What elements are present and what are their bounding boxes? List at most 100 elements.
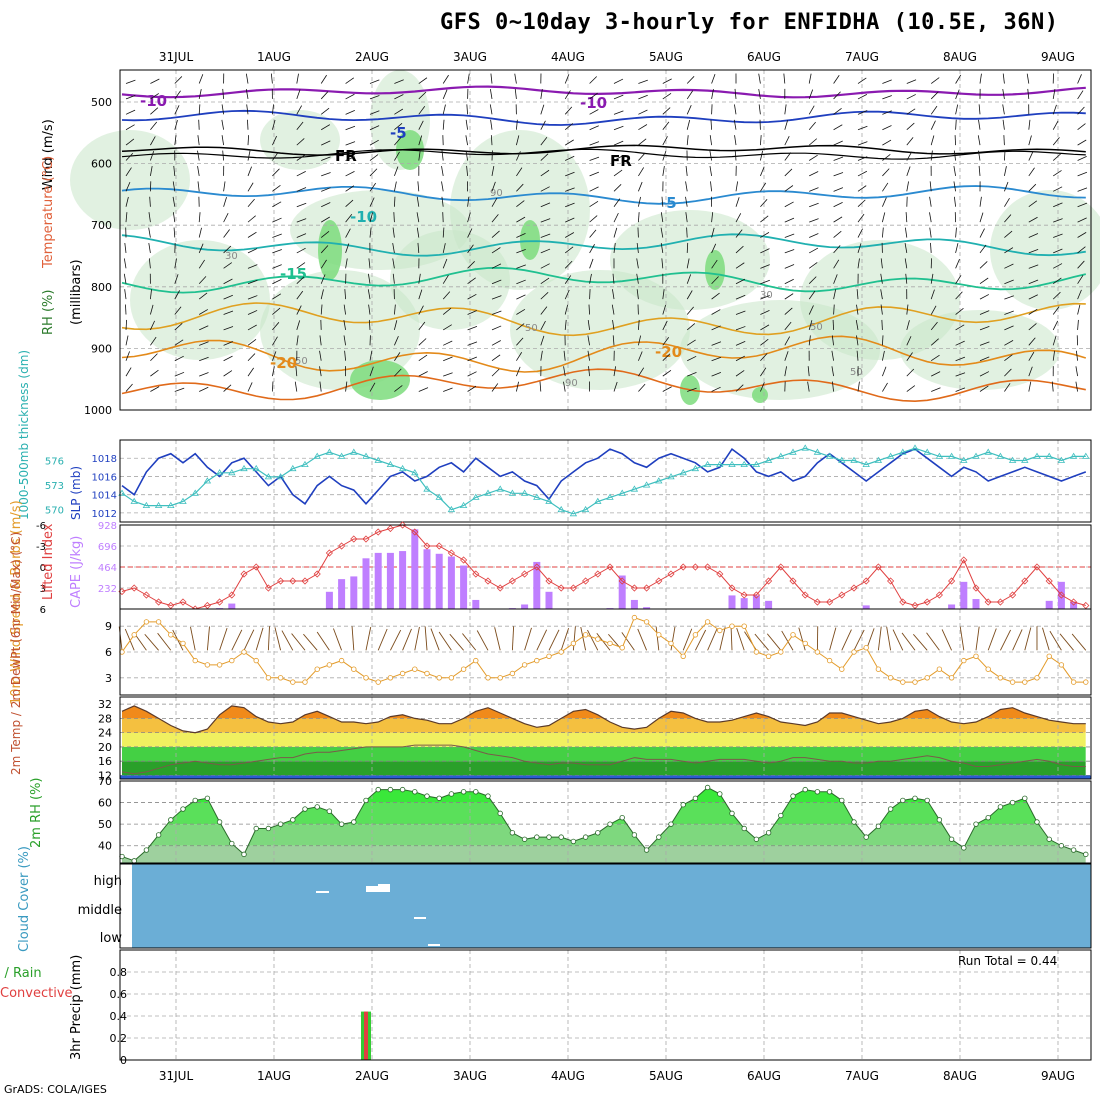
thickness-line-marker xyxy=(398,464,407,472)
wind-barb xyxy=(784,336,791,346)
date-label-bottom: 4AUG xyxy=(551,1069,585,1083)
thickness-line-marker xyxy=(679,469,687,476)
wind-barb xyxy=(612,289,615,300)
wind-barb xyxy=(589,244,595,254)
wind-barb xyxy=(882,335,884,346)
wind10-line-marker xyxy=(497,675,503,681)
wind10-barb xyxy=(255,627,264,651)
wind10-barb xyxy=(941,629,953,651)
wind10-barb xyxy=(781,630,794,651)
wind-barb xyxy=(345,141,356,146)
wind-barb xyxy=(319,350,322,361)
wind10-barb xyxy=(462,633,477,651)
thickness-line-marker xyxy=(301,460,309,468)
wind-barb xyxy=(516,151,521,161)
wind-barb xyxy=(882,168,890,177)
rh-shading xyxy=(70,130,190,230)
rh2m-line-marker xyxy=(546,834,552,840)
wind-barb xyxy=(711,386,721,392)
thickness-line-marker xyxy=(154,501,163,509)
rh2m-line-marker xyxy=(302,806,308,812)
wind-barb xyxy=(589,109,599,115)
wind-barb xyxy=(223,197,227,207)
wind-barb xyxy=(221,135,224,146)
wind-barb xyxy=(540,120,546,130)
wind-barb xyxy=(418,273,421,284)
isotherm-line xyxy=(121,368,1086,403)
rh2m-line-marker xyxy=(619,814,625,821)
wind-barb xyxy=(416,196,420,207)
wind-barb xyxy=(1004,150,1006,161)
wind-barb xyxy=(247,295,258,300)
wind-barb xyxy=(686,274,692,284)
wind-barb xyxy=(368,258,371,269)
wind-barb xyxy=(734,135,737,146)
wind-barb xyxy=(150,320,155,331)
wind-barb xyxy=(296,121,304,130)
wind10-line-marker xyxy=(802,640,808,647)
wind-barb xyxy=(197,135,200,146)
thickness-line-marker xyxy=(496,485,504,492)
lifted-index-line-marker xyxy=(850,584,858,592)
wind-barb xyxy=(1028,233,1039,238)
wind-barb xyxy=(150,107,159,115)
wind-barb xyxy=(735,310,746,315)
rh2m-line-marker xyxy=(180,806,186,812)
wind10-barb xyxy=(206,626,210,651)
rh2m-line-marker xyxy=(253,825,259,832)
wind-barb xyxy=(564,106,573,115)
rh2m-line-marker xyxy=(668,821,674,827)
wind-barb xyxy=(930,273,934,284)
cape-bar xyxy=(362,558,370,609)
wind-barb xyxy=(540,320,546,331)
wind-barb xyxy=(442,324,452,331)
wind10-line-marker xyxy=(351,666,357,672)
wind-barb xyxy=(833,140,843,146)
wind-barb xyxy=(638,196,641,207)
wind-barb xyxy=(392,242,395,253)
lifted-index-line-marker xyxy=(765,577,773,585)
wind-barb xyxy=(394,151,400,161)
grads-credit: GrADS: COLA/IGES xyxy=(4,1083,107,1096)
cloud-level-label: middle xyxy=(78,903,122,918)
thickness-line-marker xyxy=(960,456,968,463)
wind-barb xyxy=(443,356,453,362)
rh-tick: 50 xyxy=(98,818,112,831)
wind10-barb xyxy=(596,632,611,651)
wind10-barb xyxy=(587,629,599,651)
wind10-line-marker xyxy=(204,662,211,668)
wind-barb xyxy=(516,352,523,361)
wind-barb xyxy=(150,93,159,100)
wind-barb xyxy=(150,78,160,84)
li-ylabel: Lifted Index xyxy=(41,523,56,600)
cape-tick: 696 xyxy=(98,542,117,553)
contour-label: 50 xyxy=(295,356,308,367)
thickness-line-marker xyxy=(1021,456,1029,463)
wind-barb xyxy=(1028,323,1037,331)
wind-barb xyxy=(1028,249,1039,254)
wind10-line-marker xyxy=(168,632,174,638)
wind-barb xyxy=(345,258,348,269)
wind-barb xyxy=(1004,325,1014,331)
wind-barb xyxy=(758,104,761,115)
wind-barb xyxy=(516,167,523,177)
wind-barb xyxy=(491,166,495,176)
wind-barb xyxy=(320,245,329,254)
wind-barb xyxy=(125,138,135,146)
date-label-top: 9AUG xyxy=(1041,50,1075,64)
wind-barb xyxy=(662,136,668,146)
date-label-top: 31JUL xyxy=(159,50,194,64)
wind-barb xyxy=(296,262,306,269)
wind-barb xyxy=(760,264,770,269)
thickness-line-marker xyxy=(1069,452,1078,459)
wind-barb xyxy=(638,138,647,146)
wind-barb xyxy=(955,227,957,238)
wind-barb xyxy=(711,292,720,300)
wind-barb xyxy=(760,338,769,346)
wind-barb xyxy=(906,181,909,192)
lifted-index-line-marker xyxy=(594,570,602,578)
rh-tick: 60 xyxy=(98,797,112,810)
wind-barb xyxy=(662,150,667,161)
wind10-barb xyxy=(449,633,464,651)
wind-barb xyxy=(199,386,209,392)
